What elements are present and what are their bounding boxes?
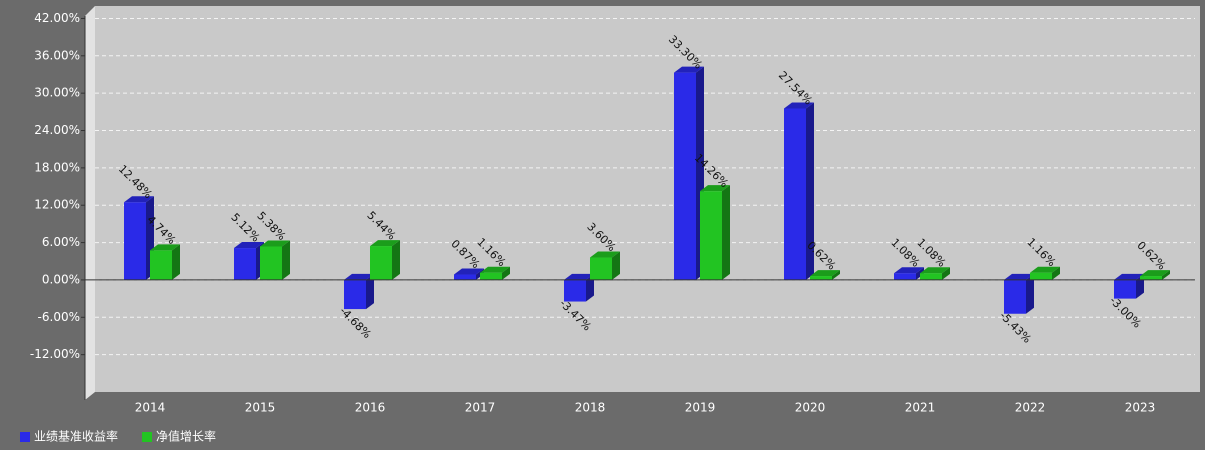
bar-top	[700, 185, 730, 192]
bar	[124, 202, 146, 280]
bar-top	[234, 242, 264, 249]
bar	[480, 272, 502, 280]
bar	[564, 279, 586, 302]
bar-top	[454, 268, 484, 275]
bar	[894, 273, 916, 280]
bar-top	[674, 66, 704, 73]
x-tick-label: 2021	[905, 401, 936, 415]
legend-label: 净值增长率	[156, 429, 216, 444]
bar-top	[1114, 273, 1144, 280]
legend: 业绩基准收益率 净值增长率	[20, 429, 216, 444]
bar	[700, 191, 722, 280]
bar	[674, 72, 696, 280]
bar-side	[722, 185, 730, 280]
bar	[1004, 279, 1026, 314]
y-tick-label: 42.00%	[34, 11, 80, 25]
bar	[784, 108, 806, 280]
y-tick-label: -12.00%	[30, 347, 80, 361]
bar-side	[612, 251, 620, 280]
y-tick-label: 30.00%	[34, 86, 80, 100]
bar	[150, 250, 172, 280]
bar-top	[894, 267, 924, 274]
bar-side	[942, 267, 950, 280]
bar-top	[124, 196, 154, 203]
bar	[344, 279, 366, 310]
bar-top	[1140, 270, 1170, 277]
bar-top	[810, 270, 840, 277]
bar-side	[172, 244, 180, 280]
x-tick-label: 2017	[465, 401, 496, 415]
bar	[1114, 279, 1136, 299]
bar-top	[1004, 273, 1034, 280]
x-tick-label: 2019	[685, 401, 716, 415]
y-tick-label: 0.00%	[42, 272, 80, 286]
x-tick-label: 2023	[1125, 401, 1156, 415]
bar-top	[480, 266, 510, 273]
bar-top	[370, 240, 400, 247]
plot-side	[85, 6, 95, 400]
bar	[234, 248, 256, 280]
bar-side	[1052, 266, 1060, 280]
bar-top	[784, 102, 814, 109]
bar-side	[392, 240, 400, 280]
bar	[1030, 272, 1052, 280]
bar	[260, 246, 282, 280]
bar-top	[150, 244, 180, 251]
bar-top	[920, 267, 950, 274]
bar	[1140, 276, 1162, 280]
x-tick-label: 2018	[575, 401, 606, 415]
bar-top	[1030, 266, 1060, 273]
y-tick-label: -6.00%	[38, 310, 80, 324]
y-tick-label: 24.00%	[34, 123, 80, 137]
legend-swatch	[20, 432, 30, 442]
legend-swatch	[142, 432, 153, 442]
y-tick-label: 18.00%	[34, 160, 80, 174]
bar	[590, 257, 612, 280]
x-tick-label: 2020	[795, 401, 826, 415]
bar-side	[366, 273, 374, 310]
bar-top	[260, 240, 290, 247]
legend-label: 业绩基准收益率	[34, 429, 118, 444]
bar	[920, 273, 942, 280]
bar-side	[1026, 273, 1034, 314]
x-tick-label: 2014	[135, 401, 166, 415]
bar-side	[586, 273, 594, 302]
y-tick-label: 6.00%	[42, 235, 80, 249]
y-tick-label: 12.00%	[34, 198, 80, 212]
bar-top	[564, 273, 594, 280]
bar-top	[344, 273, 374, 280]
x-tick-label: 2015	[245, 401, 276, 415]
bar	[810, 276, 832, 280]
bar-side	[1162, 270, 1170, 280]
bar-side	[502, 266, 510, 280]
bar	[370, 246, 392, 280]
plot-wall	[95, 6, 1200, 392]
bar-side	[832, 270, 840, 280]
bar-top	[590, 251, 620, 258]
x-tick-label: 2022	[1015, 401, 1046, 415]
bar	[454, 274, 476, 280]
bar-side	[282, 240, 290, 280]
y-tick-label: 36.00%	[34, 48, 80, 62]
bar-side	[806, 102, 814, 280]
x-tick-label: 2016	[355, 401, 386, 415]
